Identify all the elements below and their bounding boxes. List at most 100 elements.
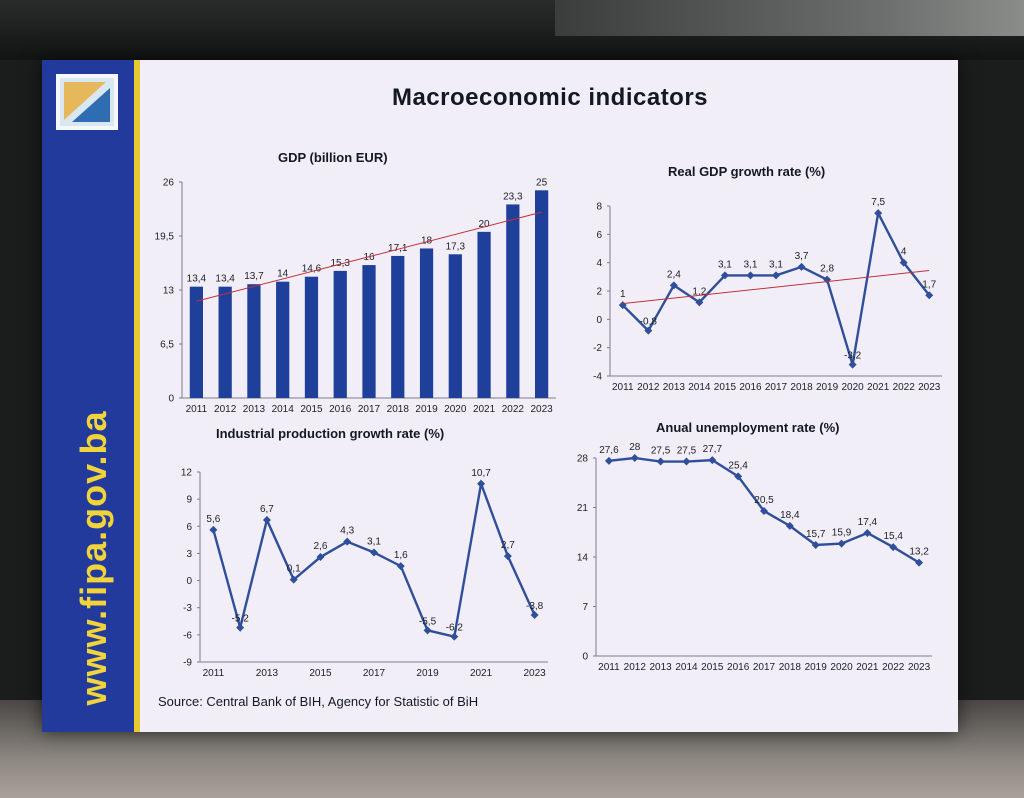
industrial_production-data-label: -6,2: [446, 623, 464, 634]
unemployment-data-label: 27,6: [599, 445, 619, 456]
gdp-x-tick-label: 2022: [502, 404, 525, 415]
gdp-data-label: 17,3: [446, 241, 466, 252]
gdp-x-tick-label: 2016: [329, 404, 352, 415]
industrial_production-y-tick-label: 12: [181, 468, 193, 479]
unemployment-data-point: [889, 543, 898, 552]
real_gdp_growth-data-point: [746, 271, 755, 280]
gdp-y-tick-label: 13: [163, 286, 175, 297]
unemployment-data-label: 25,4: [728, 460, 748, 471]
gdp-x-tick-label: 2020: [444, 404, 467, 415]
real_gdp_growth-data-point: [848, 360, 857, 369]
unemployment-data-label: 15,7: [806, 529, 826, 540]
gdp-y-tick-label: 6,5: [160, 340, 174, 351]
gdp-bar: [362, 265, 376, 398]
unemployment-data-label: 27,7: [703, 444, 723, 455]
gdp-x-tick-label: 2011: [186, 404, 208, 415]
unemployment-data-point: [863, 528, 872, 537]
unemployment-x-tick-label: 2015: [701, 662, 724, 673]
industrial_production-x-tick-label: 2017: [363, 668, 386, 679]
gdp-x-tick-label: 2019: [415, 404, 438, 415]
real_gdp_growth-data-point: [669, 281, 678, 290]
real_gdp_growth-x-tick-label: 2013: [663, 382, 686, 393]
gdp-x-tick-label: 2012: [214, 404, 237, 415]
real_gdp_growth-x-tick-label: 2018: [790, 382, 813, 393]
unemployment-x-tick-label: 2012: [624, 662, 647, 673]
unemployment-data-point: [760, 507, 768, 516]
industrial_production-data-point: [289, 575, 298, 584]
industrial_production-data-label: 0,1: [287, 564, 301, 575]
unemployment-data-label: 28: [629, 442, 641, 453]
unemployment-y-tick-label: 7: [582, 602, 588, 613]
real_gdp_growth-x-tick-label: 2021: [867, 382, 890, 393]
industrial_production-x-tick-label: 2011: [203, 668, 225, 679]
industrial_production-data-label: -5,2: [232, 614, 250, 625]
gdp-bar: [333, 270, 347, 398]
unemployment-y-tick-label: 14: [577, 553, 589, 564]
real_gdp_growth-data-label: -3,2: [844, 351, 862, 362]
real_gdp_growth-trendline: [622, 270, 930, 305]
unemployment-x-tick-label: 2019: [805, 662, 828, 673]
gdp-x-tick-label: 2014: [272, 404, 295, 415]
unemployment-data-point: [630, 454, 639, 462]
unemployment-data-point: [682, 457, 691, 466]
industrial_production-data-point: [209, 525, 218, 534]
unemployment-data-label: 13,2: [909, 547, 929, 558]
gdp-bar: [189, 286, 204, 398]
unemployment-x-tick-label: 2023: [908, 662, 931, 673]
unemployment-data-point: [708, 456, 717, 465]
gdp-bar: [304, 276, 319, 398]
real_gdp_growth-x-tick-label: 2023: [918, 382, 941, 393]
unemployment-data-point: [811, 540, 820, 549]
industrial_production-data-label: 2,6: [314, 541, 328, 552]
gdp-data-label: 15,3: [330, 258, 350, 269]
chart-title-industrial: Industrial production growth rate (%): [216, 426, 445, 441]
real_gdp_growth-data-label: 2,8: [820, 264, 834, 275]
real_gdp_growth-data-point: [899, 258, 908, 267]
industrial_production-data-label: 1,6: [394, 550, 408, 561]
projection-screen: www.fipa.gov.ba Macroeconomic indicators…: [42, 60, 958, 732]
real_gdp_growth-x-tick-label: 2015: [714, 382, 737, 393]
industrial_production-data-label: 4,3: [340, 526, 354, 537]
industrial_production-data-point: [503, 552, 512, 561]
industrial_production-data-point: [236, 623, 245, 632]
gdp-data-label: 14,6: [302, 264, 322, 275]
real_gdp_growth-y-tick-label: 8: [596, 202, 602, 213]
real_gdp_growth-x-tick-label: 2019: [816, 382, 839, 393]
unemployment-data-label: 18,4: [780, 510, 800, 521]
industrial_production-data-label: 2,7: [501, 540, 515, 551]
gdp-x-tick-label: 2015: [300, 404, 323, 415]
gdp-data-label: 13,4: [215, 274, 235, 285]
unemployment-data-point: [785, 521, 794, 530]
real_gdp_growth-data-point: [695, 298, 704, 307]
gdp-data-label: 23,3: [503, 191, 523, 202]
unemployment-x-tick-label: 2017: [753, 662, 776, 673]
real_gdp_growth-data-point: [644, 326, 653, 335]
real_gdp_growth-data-label: 3,1: [744, 259, 758, 270]
gdp-y-tick-label: 26: [163, 178, 175, 189]
gdp-x-tick-label: 2018: [387, 404, 410, 415]
unemployment-x-tick-label: 2021: [856, 662, 879, 673]
unemployment-data-point: [837, 539, 846, 548]
page-title: Macroeconomic indicators: [391, 84, 709, 111]
gdp-x-tick-label: 2013: [243, 404, 266, 415]
gdp-data-label: 17,1: [388, 243, 408, 254]
industrial_production-data-point: [262, 515, 271, 524]
real_gdp_growth-data-label: 3,1: [769, 259, 783, 270]
industrial_production-y-tick-label: 3: [186, 549, 192, 560]
real_gdp_growth-data-point: [797, 262, 806, 271]
gdp-bar: [247, 284, 261, 398]
real_gdp_growth-y-tick-label: 0: [596, 315, 602, 326]
unemployment-data-label: 15,4: [883, 531, 903, 542]
industrial_production-data-point: [396, 562, 405, 571]
gdp-data-label: 25: [536, 177, 548, 188]
gdp-bar: [276, 281, 290, 398]
real_gdp_growth-y-tick-label: 6: [596, 230, 602, 241]
unemployment-data-label: 15,9: [832, 528, 852, 539]
fipa-logo-icon: [56, 74, 118, 130]
industrial_production-data-point: [450, 632, 459, 641]
unemployment-data-point: [604, 456, 613, 465]
gdp-data-label: 13,7: [244, 271, 264, 282]
industrial_production-data-point: [423, 626, 432, 635]
unemployment-x-tick-label: 2022: [882, 662, 905, 673]
